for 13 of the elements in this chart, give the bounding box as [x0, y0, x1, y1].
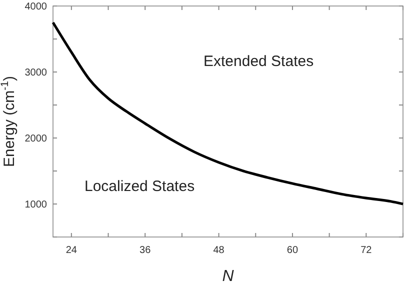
y-tick-label: 4000 — [24, 2, 48, 12]
x-tick-label: 60 — [286, 245, 298, 256]
y-tick-label: 1000 — [24, 200, 48, 210]
x-axis-title: N — [222, 268, 234, 285]
y-tick-label: 3000 — [24, 68, 48, 78]
x-tick-label: 36 — [140, 245, 152, 256]
x-tick-label: 24 — [66, 245, 78, 256]
x-tick-label: 72 — [360, 245, 372, 256]
annotation: Extended States — [204, 53, 314, 70]
y-tick-label: 2000 — [24, 134, 48, 144]
line-series — [52, 21, 404, 206]
x-tick-label: 48 — [213, 245, 225, 256]
annotation: Localized States — [84, 178, 195, 195]
